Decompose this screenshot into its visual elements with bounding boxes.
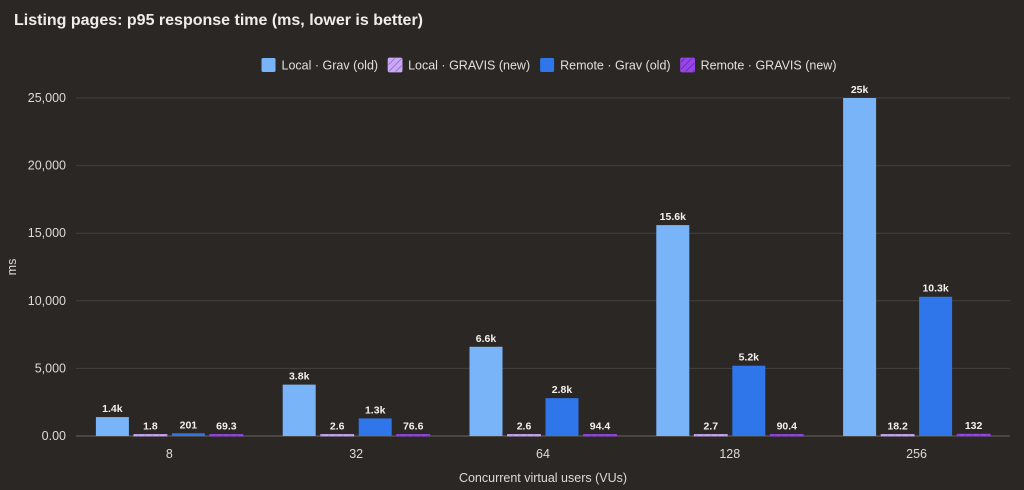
- legend-label: Remote · GRAVIS (new): [701, 59, 837, 73]
- legend-swatch: [680, 57, 695, 73]
- bar: [545, 398, 579, 436]
- bar: [133, 434, 168, 437]
- y-tick-label: 5,000: [35, 361, 66, 375]
- bar-data-label: 1.4k: [102, 403, 123, 415]
- bar-data-label: 69.3: [216, 421, 237, 433]
- bar: [583, 434, 617, 437]
- x-tick-label: 256: [906, 447, 927, 461]
- bar-data-label: 5.2k: [739, 352, 760, 364]
- x-tick-label: 32: [349, 447, 363, 461]
- y-tick-label: 20,000: [28, 159, 66, 173]
- bar-data-label: 90.4: [777, 421, 798, 433]
- bar: [732, 365, 766, 436]
- bar: [282, 384, 316, 436]
- bar-data-label: 94.4: [590, 421, 611, 433]
- y-tick-label: 25,000: [28, 91, 66, 105]
- legend-swatch: [261, 58, 276, 72]
- bar-data-label: 76.6: [403, 421, 424, 433]
- bar: [956, 433, 991, 437]
- bar-data-label: 132: [965, 420, 983, 432]
- bar: [469, 346, 503, 436]
- bar-data-label: 2.7: [703, 421, 718, 433]
- y-tick-label: 10,000: [28, 294, 66, 308]
- legend-label: Local · GRAVIS (new): [408, 59, 530, 73]
- bar-data-label: 15.6k: [660, 211, 686, 223]
- bar: [396, 434, 431, 437]
- legend-label: Remote · Grav (old): [560, 59, 670, 73]
- bar-data-label: 25k: [851, 84, 869, 96]
- bar: [507, 434, 541, 437]
- bar: [843, 98, 877, 436]
- bar: [209, 434, 244, 437]
- x-axis-title: Concurrent virtual users (VUs): [459, 471, 627, 485]
- x-tick-label: 64: [536, 447, 550, 461]
- bar-data-label: 1.8: [143, 421, 158, 433]
- bar-data-label: 1.3k: [365, 404, 386, 416]
- x-tick-label: 128: [719, 447, 740, 461]
- y-tick-label: 15,000: [28, 226, 66, 240]
- bar-data-label: 18.2: [887, 421, 908, 433]
- bar-data-label: 2.6: [330, 421, 345, 433]
- bar: [656, 225, 690, 436]
- bar: [693, 434, 728, 437]
- x-tick-label: 8: [166, 447, 173, 461]
- chart-title: Listing pages: p95 response time (ms, lo…: [14, 12, 423, 29]
- legend-swatch: [387, 57, 403, 73]
- bar: [880, 434, 915, 437]
- legend-label: Local · Grav (old): [282, 59, 379, 73]
- bar-data-label: 2.6: [517, 421, 532, 433]
- bar: [919, 296, 953, 436]
- legend-swatch: [540, 58, 555, 72]
- y-tick-label: 0.00: [42, 429, 66, 443]
- bar-data-label: 6.6k: [476, 333, 497, 345]
- bar-data-label: 201: [180, 419, 198, 431]
- y-axis-title: ms: [5, 259, 19, 276]
- bar: [769, 434, 804, 437]
- bar: [320, 434, 355, 437]
- bar-data-label: 2.8k: [552, 384, 573, 396]
- bar: [358, 418, 392, 436]
- bar: [171, 433, 205, 436]
- bar-data-label: 10.3k: [922, 283, 948, 295]
- bar: [95, 417, 129, 436]
- bar-data-label: 3.8k: [289, 371, 310, 383]
